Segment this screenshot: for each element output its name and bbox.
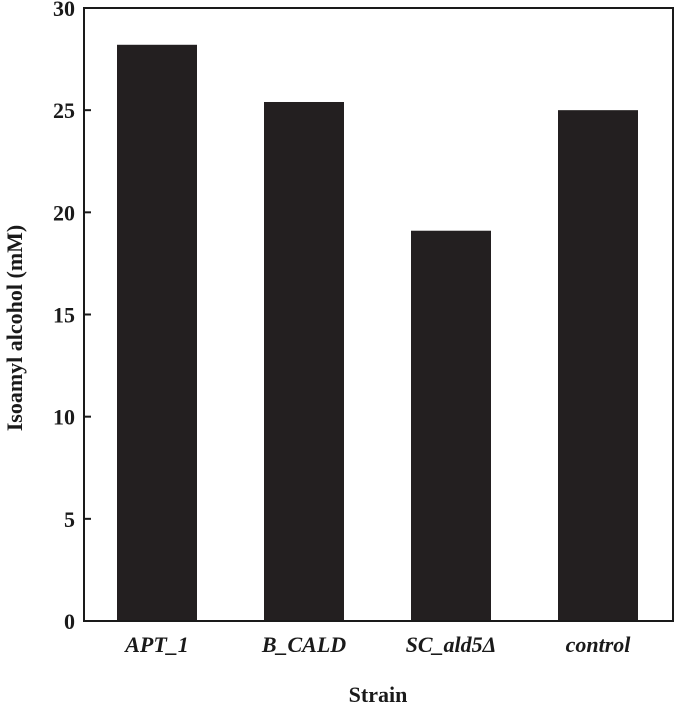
bar-1 (264, 101, 344, 621)
y-axis-title: Isoamyl alcohol (mM) (2, 225, 27, 432)
y-tick-label: 30 (53, 0, 75, 21)
bar-3 (558, 110, 638, 622)
y-axis-ticks: 0 5 10 15 20 25 30 (53, 0, 91, 634)
y-tick-label: 0 (64, 609, 75, 634)
y-tick-label: 5 (64, 507, 75, 532)
y-tick-label: 10 (53, 405, 75, 430)
x-tick-label: SC_ald5Δ (406, 632, 497, 657)
y-tick-label: 25 (53, 98, 75, 123)
bars-group (117, 44, 638, 622)
x-tick-label: B_CALD (261, 632, 346, 657)
x-axis-title: Strain (349, 682, 408, 707)
plot-frame (83, 7, 674, 622)
bar-2 (411, 230, 491, 621)
x-axis-ticks: APT_1 B_CALD SC_ald5Δ control (123, 632, 631, 657)
x-tick-label: APT_1 (123, 632, 189, 657)
x-tick-label: control (566, 632, 632, 657)
y-tick-label: 15 (53, 303, 75, 328)
y-tick-label: 20 (53, 200, 75, 225)
bar-0 (117, 44, 197, 621)
